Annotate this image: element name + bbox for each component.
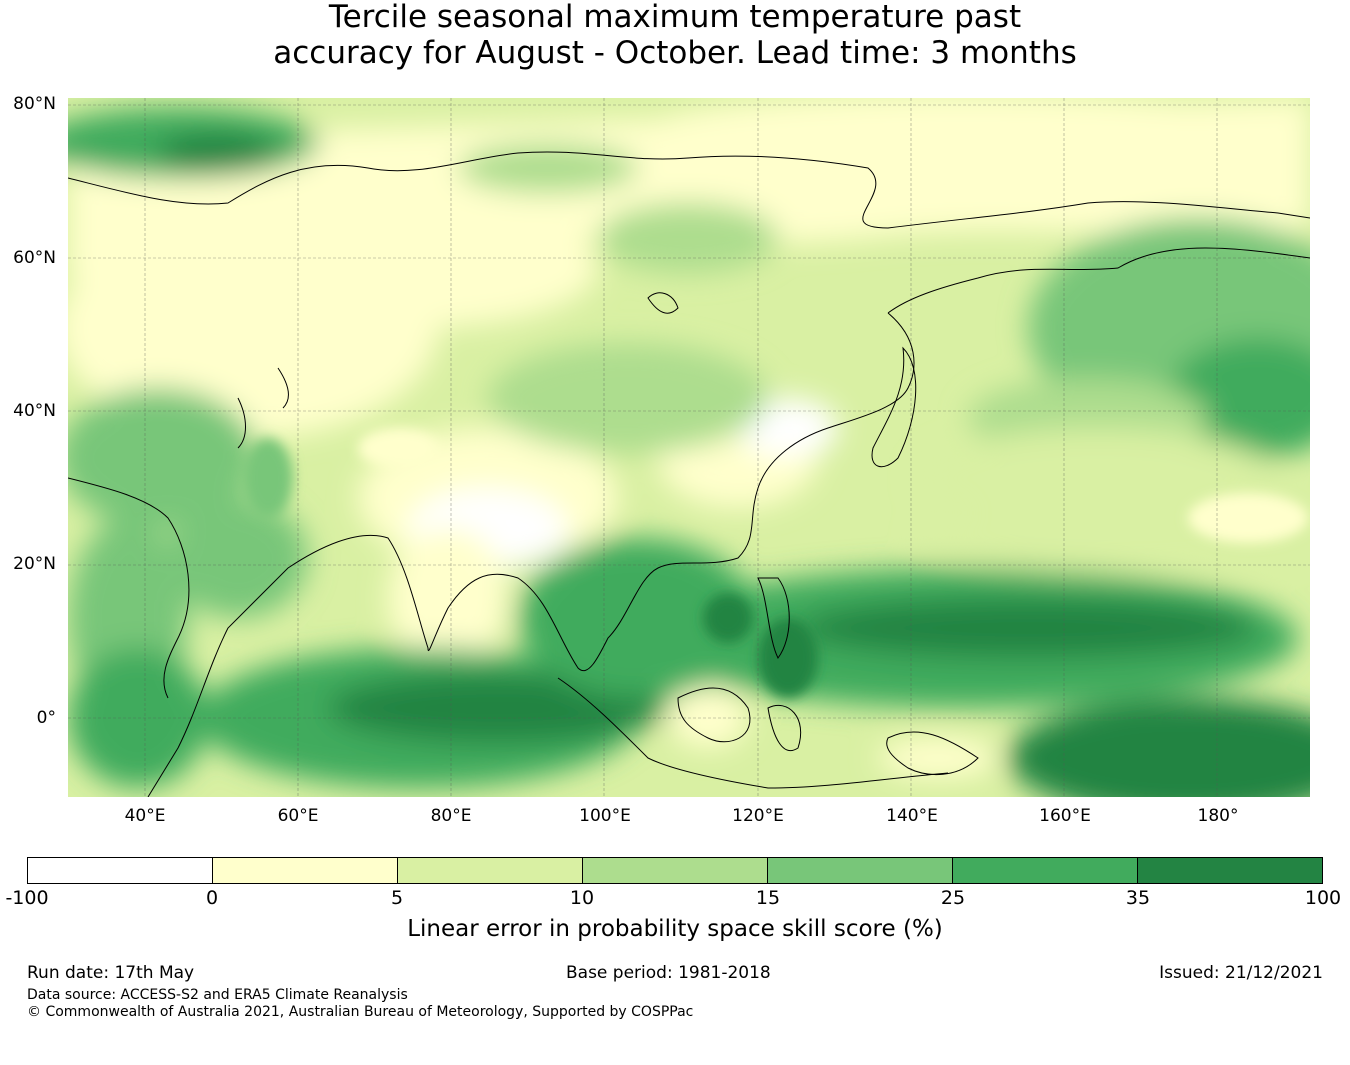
map-title-line-2: accuracy for August - October. Lead time… (273, 35, 1077, 71)
lat-label-60n: 60°N (13, 248, 56, 268)
copyright-notice: © Commonwealth of Australia 2021, Austra… (27, 1004, 694, 1020)
colorbar (27, 857, 1323, 884)
colorbar-tick: 0 (205, 887, 219, 909)
skill-field (68, 98, 1310, 797)
lat-label-20n: 20°N (13, 554, 56, 574)
data-source: Data source: ACCESS-S2 and ERA5 Climate … (27, 987, 408, 1003)
lon-label-160e: 160°E (1039, 806, 1091, 826)
skill-score-map (68, 98, 1310, 797)
lon-label-180: 180° (1197, 806, 1239, 826)
skill-field-detail (243, 428, 1308, 698)
lon-label-80e: 80°E (430, 806, 472, 826)
colorbar-segment (28, 858, 213, 883)
colorbar-segment (768, 858, 953, 883)
colorbar-segment (953, 858, 1138, 883)
lat-label-equator: 0° (36, 708, 56, 728)
colorbar-tick: 25 (940, 887, 966, 909)
colorbar-segment (398, 858, 583, 883)
colorbar-tick: 35 (1125, 887, 1151, 909)
lon-label-140e: 140°E (886, 806, 938, 826)
colorbar-tick: 100 (1304, 887, 1342, 909)
lon-label-40e: 40°E (124, 806, 166, 826)
lat-label-80n: 80°N (13, 94, 56, 114)
map-title-line-1: Tercile seasonal maximum temperature pas… (328, 0, 1022, 35)
colorbar-segment (213, 858, 398, 883)
lon-label-60e: 60°E (277, 806, 319, 826)
base-period: Base period: 1981-2018 (566, 963, 771, 983)
issued-date: Issued: 21/12/2021 (1159, 963, 1323, 983)
lat-label-40n: 40°N (13, 401, 56, 421)
colorbar-tick: 5 (390, 887, 404, 909)
colorbar-tick: 15 (755, 887, 781, 909)
colorbar-tick: 10 (569, 887, 595, 909)
coastlines (68, 151, 1310, 797)
graticule (68, 98, 1310, 797)
lon-label-120e: 120°E (732, 806, 784, 826)
colorbar-label: Linear error in probability space skill … (407, 916, 943, 942)
skill-score-map-svg (68, 98, 1310, 797)
colorbar-segment (1138, 858, 1322, 883)
run-date: Run date: 17th May (27, 963, 195, 983)
lon-label-100e: 100°E (579, 806, 631, 826)
colorbar-tick: -100 (5, 887, 49, 909)
colorbar-segment (583, 858, 768, 883)
